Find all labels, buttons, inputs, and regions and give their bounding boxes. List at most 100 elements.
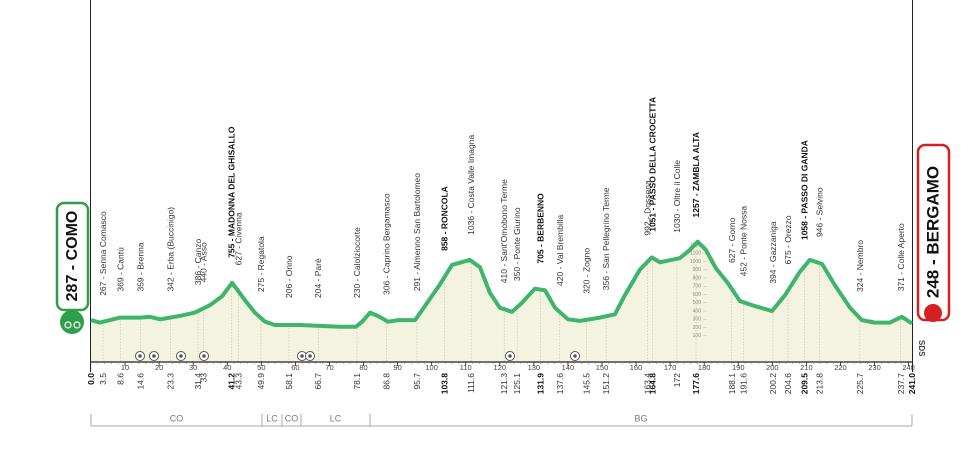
y-tick-label: 400 [693, 308, 702, 314]
waypoint-label: 755 - MADONNA DEL GHISALLO [226, 126, 236, 258]
start-box [55, 201, 90, 312]
x-tick-label: 100 [425, 363, 438, 372]
region-label: LC [330, 413, 342, 423]
x-tick-label: 150 [596, 363, 609, 372]
km-label: 3.5 [98, 373, 108, 385]
km-label: 49.9 [256, 373, 266, 390]
waypoint-label: 394 - Gazzaniga [768, 221, 778, 284]
waypoint-label: 342 - Erba (Buccinigo) [165, 207, 175, 292]
x-tick-label: 140 [562, 363, 575, 372]
km-label: 163.4 [643, 373, 653, 395]
y-tick-label: 900 [693, 267, 702, 273]
km-label: 78.1 [352, 373, 362, 390]
feature-icon-dot [308, 354, 312, 358]
waypoint-label: 1030 - Oltre il Colle [672, 160, 682, 233]
x-tick-label: 60 [291, 363, 299, 372]
x-tick-label: 110 [460, 363, 472, 372]
x-tick-label: 30 [189, 363, 197, 372]
x-tick-label: 180 [698, 363, 711, 372]
km-label: 137.6 [555, 373, 565, 395]
x-tick-label: 90 [393, 363, 401, 372]
region-label: CO [170, 413, 184, 423]
y-tick-label: 600 [693, 292, 702, 298]
waypoint-label: 230 - Calolziocorte [352, 227, 362, 298]
waypoint-label: 267 - Senna Comasco [98, 211, 108, 296]
x-tick-label: 240 [902, 363, 915, 372]
y-tick-label: 700 [693, 284, 702, 290]
km-label: 0.0 [86, 373, 96, 385]
waypoint-label: 350 - Ponte Giurino [512, 207, 522, 281]
y-tick-label: 100 [693, 333, 702, 339]
x-tick-label: 120 [494, 363, 507, 372]
km-label: 200.2 [768, 373, 778, 395]
x-tick-label: 40 [223, 363, 231, 372]
y-tick-label: 800 [693, 275, 702, 281]
waypoint-label: 1036 - Costa Valle Imagna [466, 135, 476, 235]
km-label: 111.6 [466, 373, 476, 393]
km-label: 172 [672, 373, 682, 387]
km-label: 103.8 [440, 373, 450, 395]
finish-icon [924, 304, 942, 322]
km-label: 95.7 [412, 373, 422, 390]
waypoint-label: 705 - BERBENNO [535, 193, 545, 264]
km-label: 33 [198, 373, 208, 383]
waypoint-label: 369 - Cantù [115, 247, 125, 292]
waypoint-label: 420 - Val Brembilla [555, 215, 565, 286]
km-label: 8.6 [115, 373, 125, 385]
km-label: 125.1 [512, 373, 522, 395]
waypoint-label: 410 - Sant'Omobono Terme [499, 179, 509, 283]
waypoint-label: 359 - Brenna [136, 242, 146, 291]
km-label: 86.8 [382, 373, 392, 390]
start-icon-wheel [64, 321, 72, 329]
waypoint-label: 992 - Dossena [643, 180, 653, 236]
km-label: 177.6 [691, 373, 701, 395]
region-label: CO [285, 413, 299, 423]
x-tick-label: 210 [800, 363, 813, 372]
km-label: 58.1 [284, 373, 294, 390]
feature-icon-dot [573, 354, 577, 358]
y-tick-label: 500 [693, 300, 702, 306]
km-label: 164.8 [647, 373, 657, 395]
start-icon [60, 310, 84, 334]
profile-area [91, 241, 912, 362]
km-label: 225.7 [855, 373, 865, 395]
km-label: 31.4 [193, 373, 203, 390]
waypoint-label: 440 - Asso [198, 242, 208, 282]
x-tick-label: 50 [257, 363, 265, 372]
start-label: 287 - COMO [64, 211, 81, 302]
finish-label: 248 - BERGAMO [923, 166, 942, 298]
feature-icon-dot [300, 354, 304, 358]
km-label: 41.2 [226, 373, 236, 390]
y-tick-label: 200 [693, 325, 702, 331]
x-tick-label: 190 [732, 363, 745, 372]
km-label: 213.8 [814, 373, 824, 395]
x-tick-label: 130 [528, 363, 541, 372]
y-tick-label: 1000 [690, 259, 701, 265]
x-tick-label: 10 [121, 363, 129, 372]
waypoint-label: 1058 - PASSO DI GANDA [800, 140, 810, 240]
km-label: 66.7 [313, 373, 323, 390]
region-label: LC [266, 413, 278, 423]
km-label: 121.3 [499, 373, 509, 395]
x-tick-label: 20 [155, 363, 163, 372]
waypoint-label: 306 - Caprino Bergamasco [382, 193, 392, 295]
waypoint-label: 324 - Nembro [855, 240, 865, 292]
km-label: 191.6 [739, 373, 749, 395]
waypoint-label: 452 - Ponte Nossa [739, 206, 749, 277]
waypoint-label: 371 - Colle Aperto [896, 223, 906, 291]
km-label: 237.7 [896, 373, 906, 395]
km-label: 209.5 [800, 373, 810, 395]
finish-note: SDS [917, 340, 926, 357]
waypoint-label: 1051 - PASSO DELLA CROCETTA [647, 97, 657, 232]
x-tick-label: 70 [325, 363, 333, 372]
km-label: 131.9 [535, 373, 545, 395]
plot-area: 1002003004005006007008009001000110012002… [86, 97, 917, 427]
profile-line [90, 239, 914, 329]
feature-icon-dot [202, 354, 206, 358]
km-label: 204.6 [783, 373, 793, 395]
y-tick-label: 300 [693, 317, 702, 323]
waypoint-label: 275 - Regatola [256, 236, 266, 292]
km-label: 43.3 [234, 373, 244, 390]
x-tick-label: 200 [766, 363, 779, 372]
region-label: BG [634, 413, 647, 423]
